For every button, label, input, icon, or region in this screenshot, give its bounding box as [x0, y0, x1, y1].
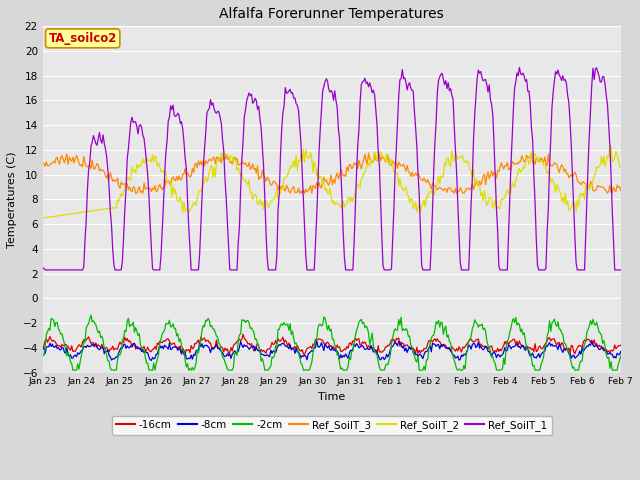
X-axis label: Time: Time [318, 392, 346, 402]
Y-axis label: Temperatures (C): Temperatures (C) [7, 151, 17, 248]
Title: Alfalfa Forerunner Temperatures: Alfalfa Forerunner Temperatures [220, 7, 444, 21]
Text: TA_soilco2: TA_soilco2 [49, 32, 117, 45]
Legend: -16cm, -8cm, -2cm, Ref_SoilT_3, Ref_SoilT_2, Ref_SoilT_1: -16cm, -8cm, -2cm, Ref_SoilT_3, Ref_Soil… [112, 416, 552, 435]
